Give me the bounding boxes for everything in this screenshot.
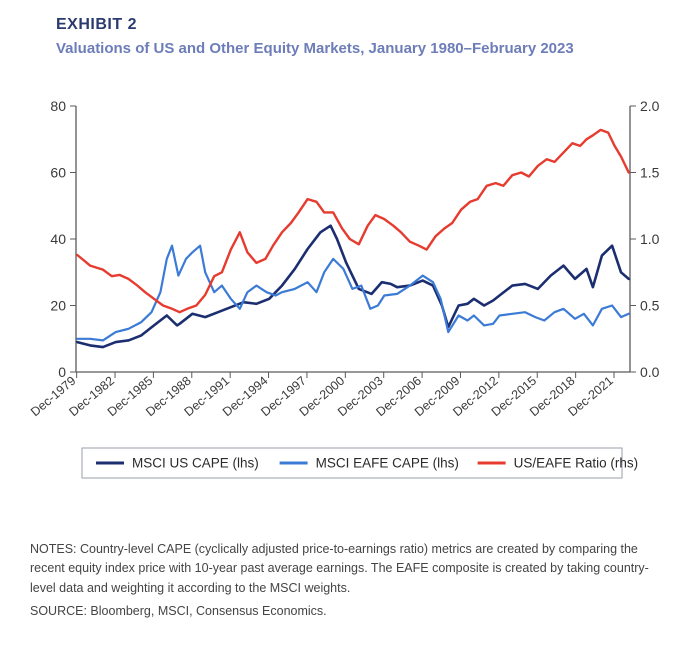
notes-body: NOTES: Country-level CAPE (cyclically ad…: [30, 540, 670, 598]
series-us_cape: [77, 226, 628, 347]
y-right-tick: 2.0: [640, 98, 660, 114]
legend-label-ratio: US/EAFE Ratio (rhs): [514, 456, 639, 471]
y-left-tick: 80: [50, 98, 66, 114]
legend-label-eafe_cape: MSCI EAFE CAPE (lhs): [316, 456, 459, 471]
chart-subtitle: Valuations of US and Other Equity Market…: [56, 40, 574, 57]
chart-header: EXHIBIT 2 Valuations of US and Other Equ…: [56, 16, 574, 57]
valuations-chart: 0204060800.00.51.01.52.0Dec-1979Dec-1982…: [22, 92, 678, 492]
y-right-tick: 0.5: [640, 298, 660, 314]
series-eafe_cape: [77, 246, 628, 341]
y-left-tick: 40: [50, 231, 66, 247]
y-right-tick: 1.0: [640, 231, 660, 247]
exhibit-label: EXHIBIT 2: [56, 16, 574, 34]
chart-notes: NOTES: Country-level CAPE (cyclically ad…: [30, 540, 670, 622]
y-left-tick: 60: [50, 165, 66, 181]
y-right-tick: 0.0: [640, 364, 660, 380]
legend-label-us_cape: MSCI US CAPE (lhs): [132, 456, 259, 471]
chart-svg: 0204060800.00.51.01.52.0Dec-1979Dec-1982…: [22, 92, 678, 492]
series-ratio: [77, 130, 628, 312]
notes-source: SOURCE: Bloomberg, MSCI, Consensus Econo…: [30, 602, 670, 621]
y-left-tick: 20: [50, 298, 66, 314]
y-right-tick: 1.5: [640, 165, 660, 181]
